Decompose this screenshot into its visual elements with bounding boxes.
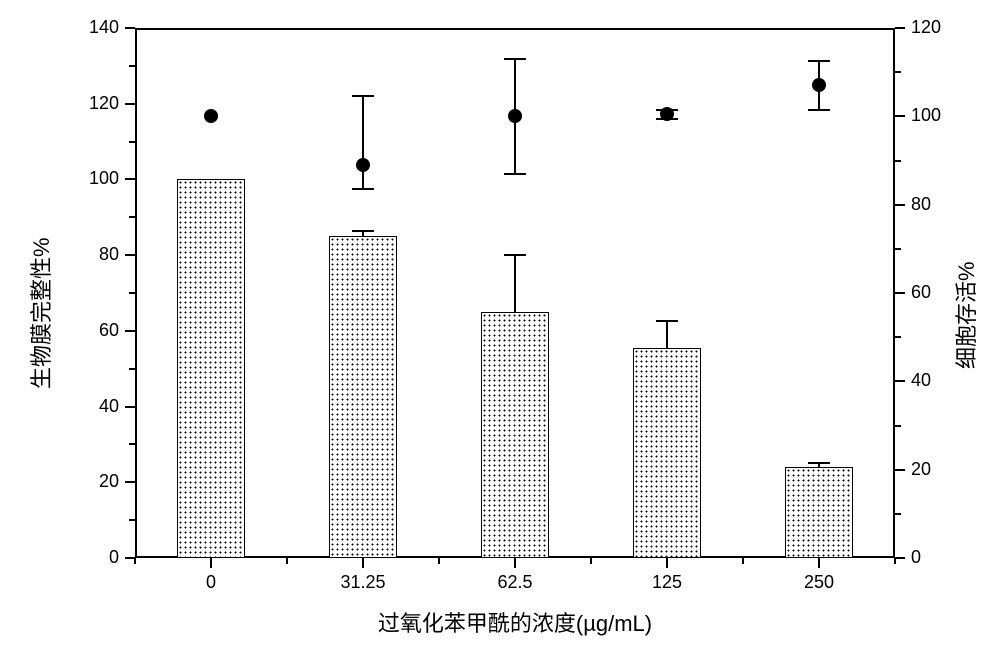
bar-error-cap bbox=[656, 320, 678, 322]
y-left-tick-label: 140 bbox=[89, 17, 119, 38]
y-right-tick-label: 100 bbox=[911, 105, 941, 126]
bar bbox=[481, 312, 549, 558]
y-right-tick-label: 20 bbox=[911, 459, 931, 480]
x-major-tick bbox=[818, 558, 820, 568]
y-left-tick bbox=[125, 178, 135, 180]
y-right-tick bbox=[895, 557, 905, 559]
y-left-tick-label: 80 bbox=[99, 244, 119, 265]
y-left-tick-label: 120 bbox=[89, 93, 119, 114]
y-left-tick-label: 40 bbox=[99, 396, 119, 417]
x-minor-tick bbox=[894, 558, 896, 564]
x-major-tick bbox=[210, 558, 212, 568]
y-left-tick bbox=[125, 481, 135, 483]
bar bbox=[329, 236, 397, 558]
y-left-tick-label: 20 bbox=[99, 471, 119, 492]
y-right-tick bbox=[895, 292, 905, 294]
y-left-tick bbox=[125, 330, 135, 332]
bar-error-line bbox=[514, 255, 516, 312]
scatter-error-cap bbox=[352, 95, 374, 97]
scatter-error-cap bbox=[808, 109, 830, 111]
y-left-tick bbox=[129, 443, 135, 445]
y-left-tick bbox=[125, 103, 135, 105]
y-right-tick bbox=[895, 513, 901, 515]
y-left-tick bbox=[125, 406, 135, 408]
y-right-tick bbox=[895, 425, 901, 427]
x-minor-tick bbox=[590, 558, 592, 564]
y-right-tick bbox=[895, 336, 901, 338]
y-right-tick-label: 120 bbox=[911, 17, 941, 38]
scatter-error-cap bbox=[504, 58, 526, 60]
y-right-tick-label: 0 bbox=[911, 547, 921, 568]
x-tick-label: 250 bbox=[779, 572, 859, 593]
bar-error-cap bbox=[808, 462, 830, 464]
scatter-marker bbox=[356, 158, 370, 172]
y-right-tick bbox=[895, 204, 905, 206]
y-left-tick bbox=[125, 254, 135, 256]
x-tick-label: 125 bbox=[627, 572, 707, 593]
scatter-error-line bbox=[362, 96, 364, 189]
y-left-title: 生物膜完整性% bbox=[24, 237, 56, 389]
y-right-tick bbox=[895, 160, 901, 162]
x-tick-label: 0 bbox=[171, 572, 251, 593]
y-right-tick bbox=[895, 115, 905, 117]
bar-error-line bbox=[666, 321, 668, 348]
y-right-tick bbox=[895, 469, 905, 471]
x-major-tick bbox=[362, 558, 364, 568]
y-right-tick-label: 80 bbox=[911, 194, 931, 215]
x-minor-tick bbox=[134, 558, 136, 564]
y-left-tick-label: 60 bbox=[99, 320, 119, 341]
bar-error-cap bbox=[352, 230, 374, 232]
x-minor-tick bbox=[286, 558, 288, 564]
x-minor-tick bbox=[438, 558, 440, 564]
y-right-title: 细胞存活% bbox=[949, 261, 981, 369]
y-left-tick-label: 100 bbox=[89, 168, 119, 189]
y-left-tick bbox=[129, 519, 135, 521]
x-minor-tick bbox=[742, 558, 744, 564]
scatter-error-cap bbox=[352, 188, 374, 190]
y-right-tick bbox=[895, 71, 901, 73]
y-right-tick bbox=[895, 248, 901, 250]
y-left-tick bbox=[129, 292, 135, 294]
y-left-tick bbox=[129, 65, 135, 67]
y-right-tick bbox=[895, 27, 905, 29]
scatter-error-cap bbox=[504, 173, 526, 175]
bar bbox=[633, 348, 701, 558]
y-right-tick-label: 60 bbox=[911, 282, 931, 303]
y-left-tick bbox=[129, 368, 135, 370]
y-right-tick bbox=[895, 380, 905, 382]
y-left-tick bbox=[125, 27, 135, 29]
bar bbox=[785, 467, 853, 558]
x-title: 过氧化苯甲酰的浓度(µg/mL) bbox=[135, 606, 895, 638]
x-tick-label: 62.5 bbox=[475, 572, 555, 593]
x-major-tick bbox=[666, 558, 668, 568]
y-left-tick bbox=[129, 216, 135, 218]
bar bbox=[177, 179, 245, 558]
y-left-tick bbox=[129, 141, 135, 143]
y-right-tick-label: 40 bbox=[911, 370, 931, 391]
x-tick-label: 31.25 bbox=[323, 572, 403, 593]
y-left-tick-label: 0 bbox=[109, 547, 119, 568]
x-major-tick bbox=[514, 558, 516, 568]
bar-error-cap bbox=[504, 254, 526, 256]
scatter-error-cap bbox=[808, 60, 830, 62]
